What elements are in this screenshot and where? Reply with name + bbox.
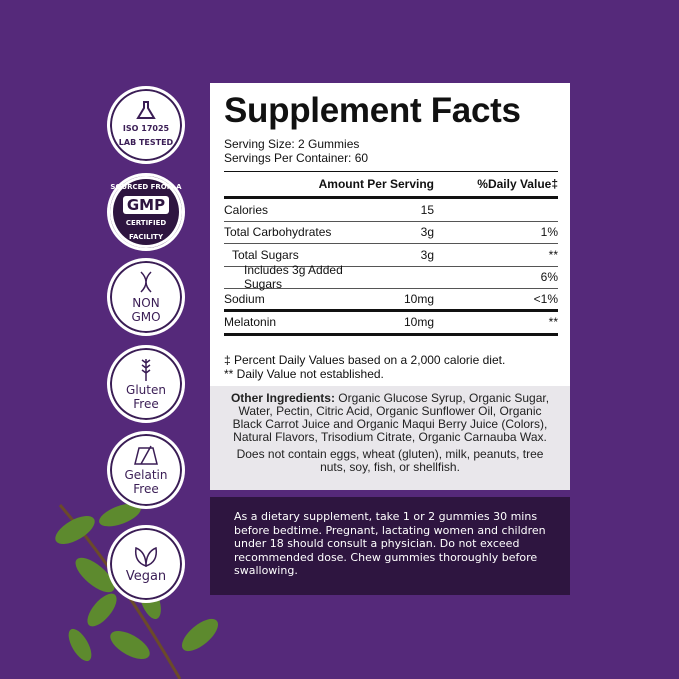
- leaves-icon: [134, 546, 158, 568]
- serving-info: Serving Size: 2 Gummies Servings Per Con…: [224, 137, 369, 165]
- table-row: Total Carbohydrates 3g 1%: [224, 222, 558, 244]
- gmp-badge: SOURCED FROM A GMP CERTIFIED FACILITY: [107, 173, 185, 251]
- wheat-icon: [141, 359, 151, 381]
- flask-icon: [136, 101, 156, 119]
- facts-table: Amount Per Serving %Daily Value‡ Calories…: [224, 171, 558, 336]
- table-row: Total Sugars 3g **: [224, 244, 558, 267]
- other-ingredients: Other Ingredients: Organic Glucose Syrup…: [210, 386, 570, 490]
- allergen-statement: Does not contain eggs, wheat (gluten), m…: [236, 447, 544, 474]
- page-title: Supplement Facts: [224, 91, 521, 130]
- vegan-badge: Vegan: [107, 525, 185, 603]
- directions: As a dietary supplement, take 1 or 2 gum…: [210, 497, 570, 595]
- footnotes: ‡ Percent Daily Values based on a 2,000 …: [224, 353, 506, 381]
- iso-lab-tested-badge: ISO 17025 LAB TESTED: [107, 86, 185, 164]
- table-row: Includes 3g Added Sugars 6%: [224, 263, 558, 291]
- gluten-free-badge: Gluten Free: [107, 345, 185, 423]
- table-row: Melatonin 10mg **: [224, 312, 558, 336]
- table-header: Amount Per Serving %Daily Value‡: [224, 172, 558, 199]
- gmp-icon: GMP: [122, 196, 170, 214]
- dna-icon: [140, 271, 152, 293]
- table-row: Calories 15: [224, 199, 558, 222]
- table-row: Sodium 10mg <1%: [224, 289, 558, 312]
- gelatin-icon: [134, 445, 158, 465]
- supplement-facts-panel: Supplement Facts Serving Size: 2 Gummies…: [210, 83, 570, 490]
- non-gmo-badge: NON GMO: [107, 258, 185, 336]
- gelatin-free-badge: Gelatin Free: [107, 431, 185, 509]
